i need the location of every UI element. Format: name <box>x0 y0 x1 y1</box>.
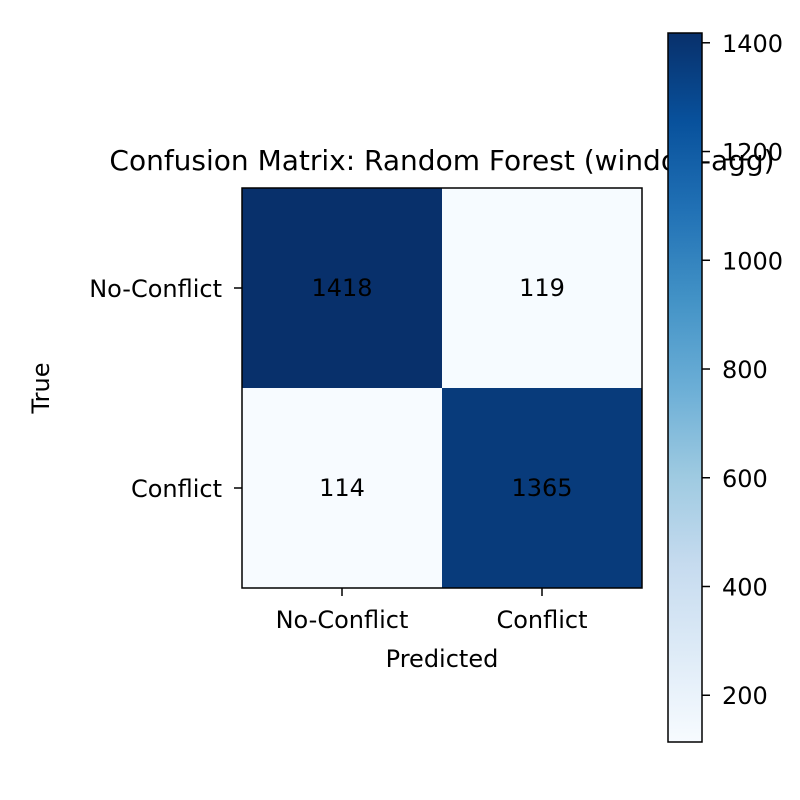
matrix-frame <box>241 187 643 589</box>
cell-value-label: 114 <box>319 474 365 502</box>
heatmap-cell <box>242 388 442 588</box>
cell-value-label: 1365 <box>511 474 572 502</box>
chart-title: Confusion Matrix: Random Forest (window-… <box>109 144 774 177</box>
colorbar <box>667 32 703 743</box>
cell-value-labels: 1418 119 114 1365 <box>311 274 572 502</box>
heatmap-cell <box>242 188 442 388</box>
colorbar-tick-label: 800 <box>722 356 768 384</box>
colorbar-tick-label: 400 <box>722 573 768 601</box>
x-tick-label: Conflict <box>496 606 587 634</box>
heatmap-cell <box>442 188 642 388</box>
cell-value-label: 119 <box>519 274 565 302</box>
colorbar-tick-label: 1200 <box>722 139 783 167</box>
colorbar-tick-label: 1400 <box>722 30 783 58</box>
heatmap-cell <box>442 388 642 588</box>
colorbar-tick-label: 200 <box>722 682 768 710</box>
y-axis-label: True <box>27 363 55 415</box>
colorbar-ticks: 200 400 600 800 1000 1200 1400 <box>702 30 783 710</box>
y-tick-label: Conflict <box>131 475 222 503</box>
heatmap-cells <box>242 188 642 588</box>
cell-value-label: 1418 <box>311 274 372 302</box>
y-axis-ticks: No-Conflict Conflict <box>89 275 242 503</box>
x-tick-label: No-Conflict <box>276 606 409 634</box>
y-tick-label: No-Conflict <box>89 275 222 303</box>
x-axis-label: Predicted <box>386 645 499 673</box>
x-axis-ticks: No-Conflict Conflict <box>276 588 588 634</box>
colorbar-tick-label: 600 <box>722 465 768 493</box>
colorbar-tick-label: 1000 <box>722 247 783 275</box>
